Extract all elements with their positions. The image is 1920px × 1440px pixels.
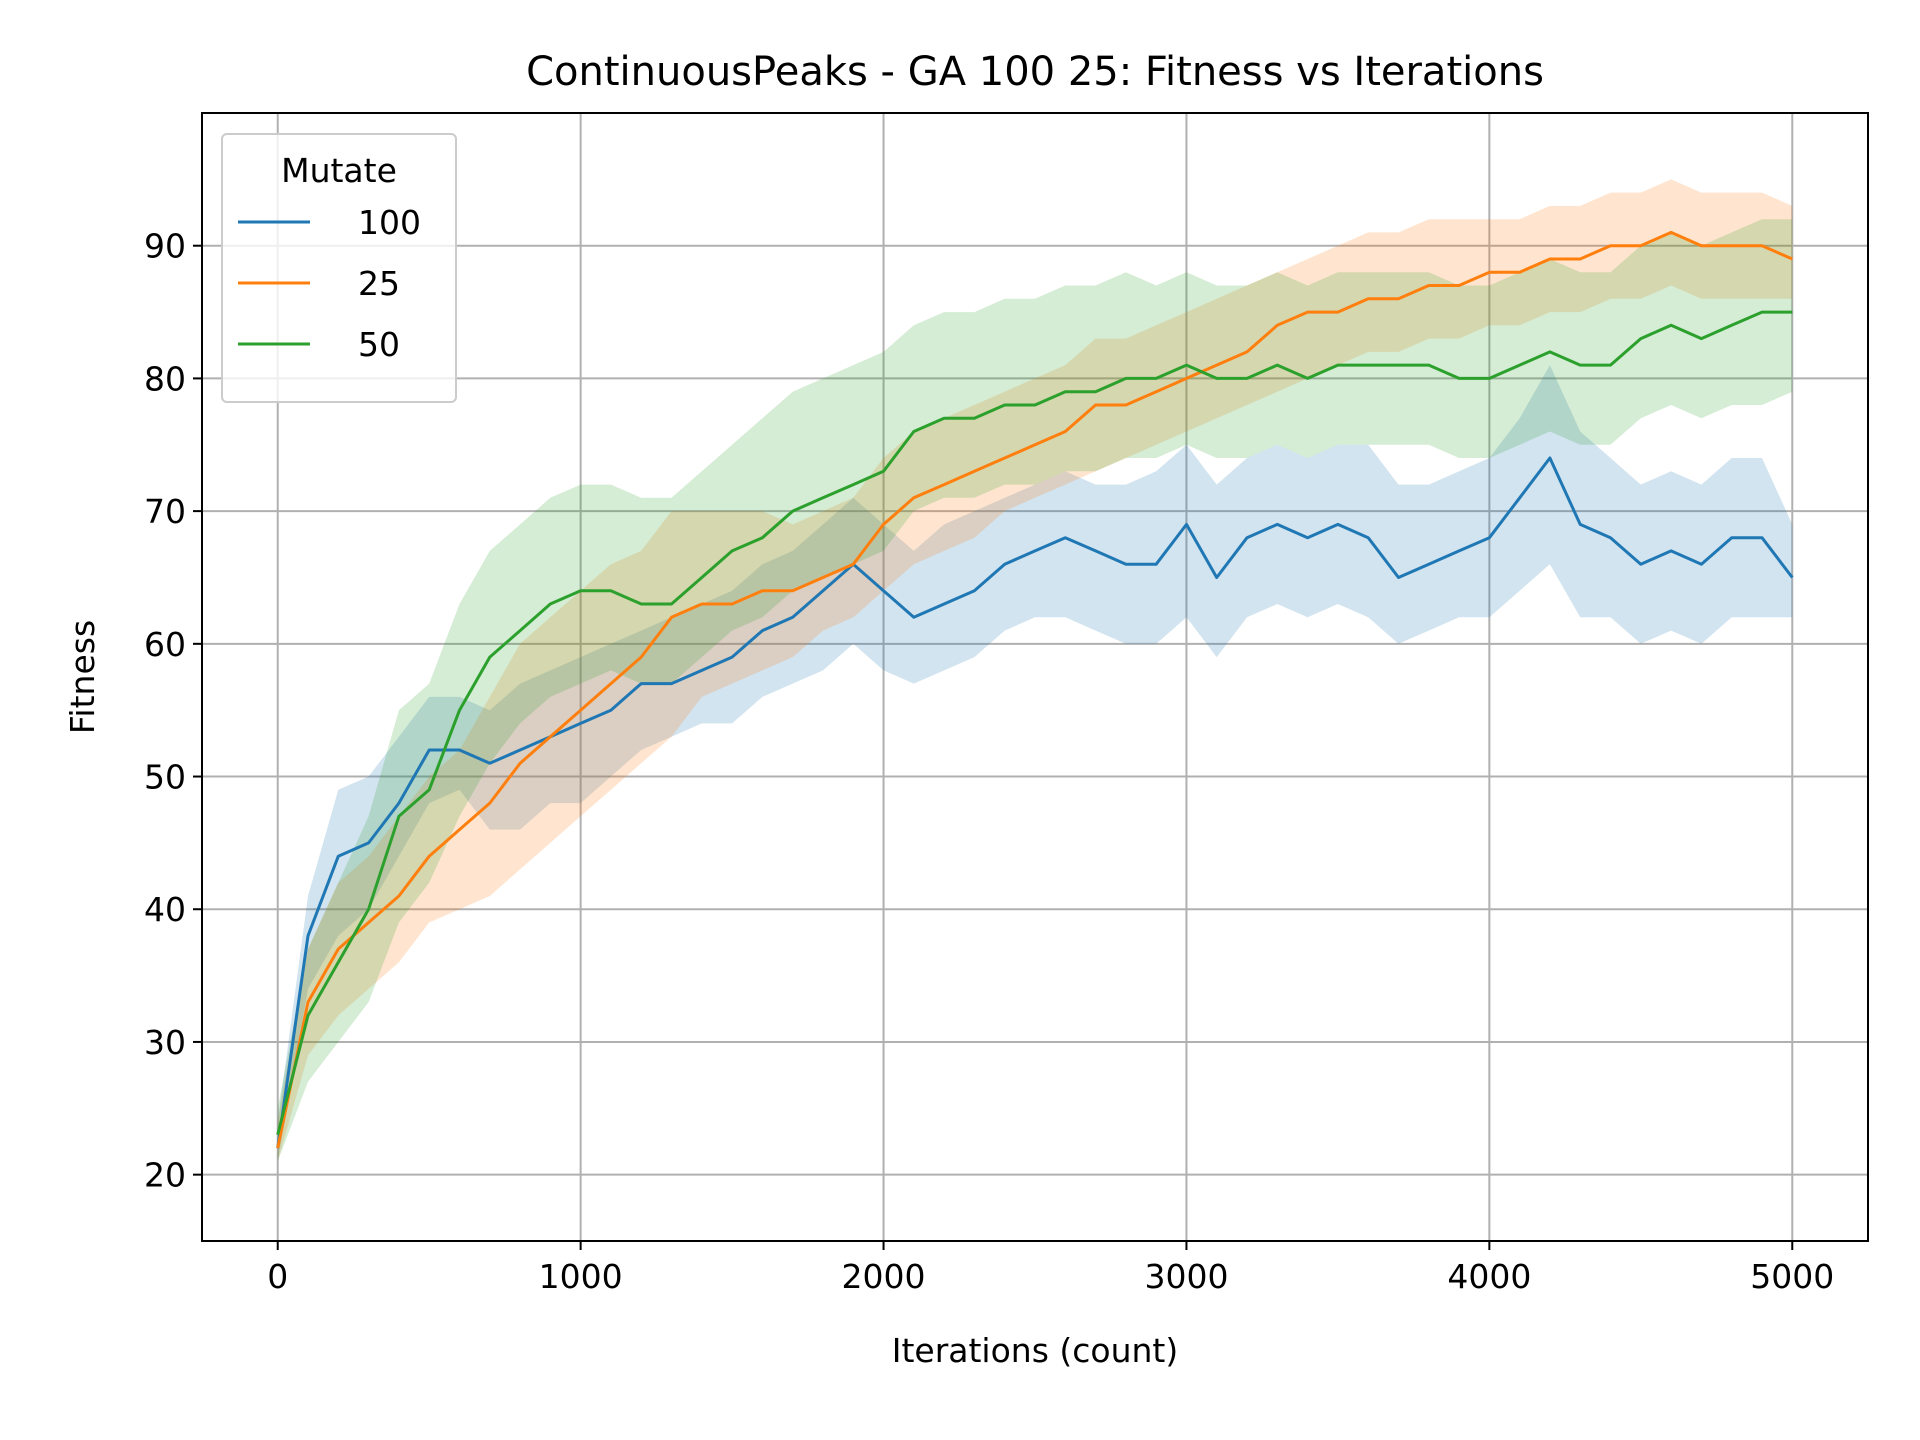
chart-title: ContinuousPeaks - GA 100 25: Fitness vs … (526, 49, 1544, 95)
band-series-100 (277, 365, 1793, 1162)
confidence-bands (277, 179, 1793, 1162)
line-series-25 (276, 230, 1793, 1149)
y-tick-label: 50 (144, 758, 186, 797)
x-tick-label: 2000 (842, 1257, 926, 1296)
line-series-100 (276, 456, 1794, 1149)
band-series-25 (277, 179, 1793, 1162)
x-tick-label: 3000 (1144, 1257, 1228, 1296)
legend-box (221, 133, 457, 403)
legend-label: 25 (358, 264, 400, 303)
y-tick-label: 70 (144, 492, 186, 531)
y-axis-ticks: 20 30 40 50 60 70 80 90 (144, 227, 202, 1195)
line-series-50 (276, 310, 1793, 1136)
x-tick-label: 0 (267, 1257, 288, 1296)
legend-items: 100 25 50 (238, 203, 421, 364)
y-tick-label: 30 (144, 1023, 186, 1062)
legend: Mutate 100 25 50 (221, 133, 457, 403)
x-tick-label: 4000 (1447, 1257, 1531, 1296)
legend-label: 50 (358, 325, 400, 364)
y-tick-label: 40 (144, 890, 186, 929)
y-tick-label: 90 (144, 227, 186, 266)
y-tick-label: 80 (144, 359, 186, 398)
x-tick-label: 1000 (539, 1257, 623, 1296)
y-tick-label: 60 (144, 625, 186, 664)
plot-frame (201, 112, 1869, 1242)
x-axis-title: Iterations (count) (892, 1331, 1179, 1370)
x-axis-ticks: 0 1000 2000 3000 4000 5000 (267, 1241, 1834, 1296)
grid-lines (202, 113, 1868, 1241)
legend-title: Mutate (281, 151, 397, 190)
x-tick-label: 5000 (1750, 1257, 1834, 1296)
series-lines (276, 230, 1794, 1149)
y-axis-title: Fitness (63, 620, 102, 734)
y-tick-label: 20 (144, 1156, 186, 1195)
band-series-50 (277, 219, 1793, 1162)
legend-label: 100 (358, 203, 421, 242)
